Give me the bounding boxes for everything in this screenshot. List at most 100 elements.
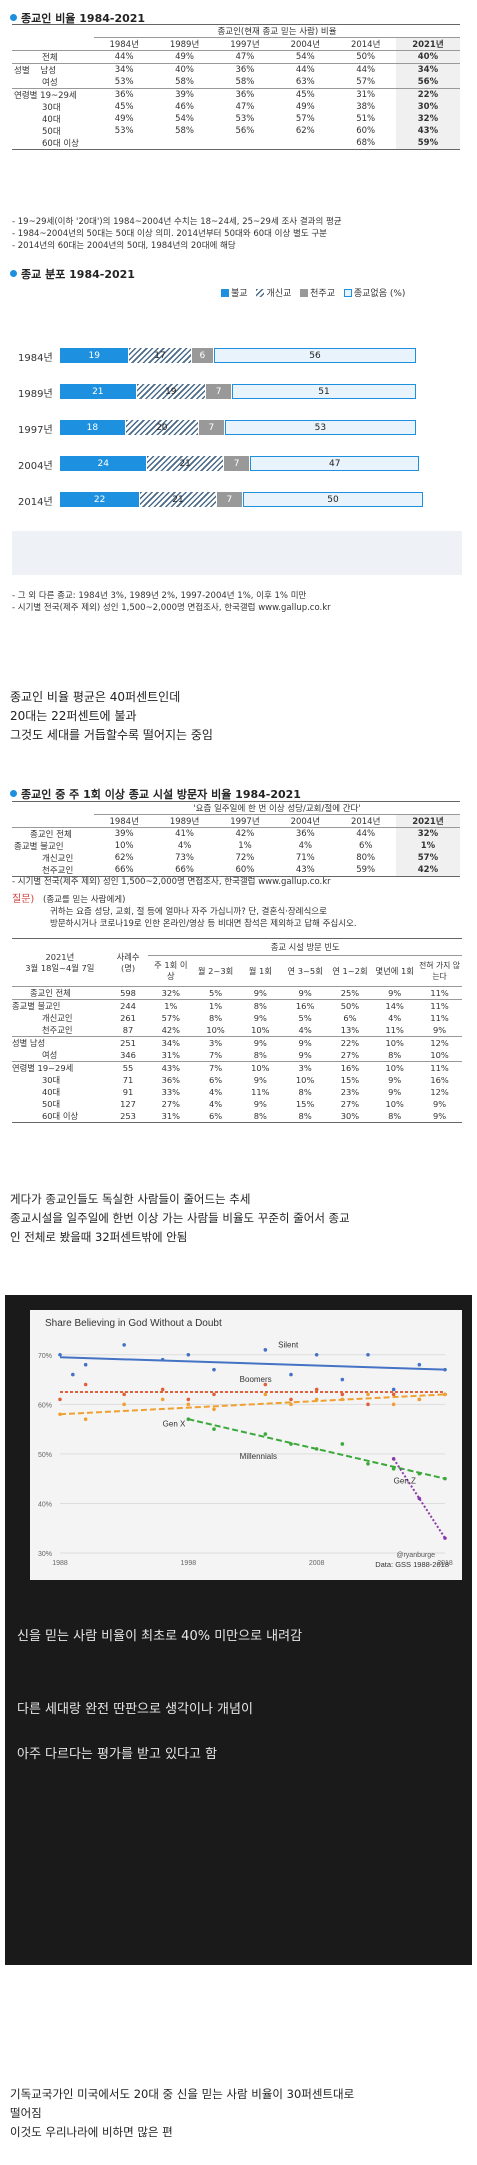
- table-header-row: 1984년 1989년 1997년 2004년 2014년 2021년: [12, 37, 460, 51]
- cell: 9%: [282, 1036, 328, 1049]
- cell: 60%: [235, 865, 255, 875]
- bar-segment-b: 21: [60, 384, 136, 399]
- row-label: 50대: [42, 127, 61, 137]
- row-label: 종교인 전체: [30, 830, 72, 840]
- cell: 8%: [388, 1050, 402, 1060]
- cell: 34%: [94, 63, 155, 76]
- cell: 62%: [114, 853, 134, 863]
- bar-segment-b: 24: [60, 456, 147, 471]
- cell: 53%: [235, 114, 255, 124]
- cell: 46%: [175, 102, 195, 112]
- data-point: [122, 1343, 126, 1347]
- section1-title-text: 종교인 비율 1984-2021: [21, 12, 146, 25]
- cell: 4%: [298, 1025, 312, 1035]
- cell: 63%: [295, 77, 315, 87]
- section1-notes: - 19~29세(이하 '20대')의 1984~2004년 수치는 18~24…: [12, 216, 342, 252]
- data-point: [340, 1442, 345, 1446]
- table-row: 여성 346 31% 7% 8% 9% 27% 8% 10%: [12, 1049, 462, 1062]
- cell: 14%: [372, 999, 418, 1012]
- table-header-cell: 몇년에 1회: [372, 955, 418, 987]
- cell: 16%: [430, 1075, 449, 1085]
- cell: 11%: [385, 1025, 404, 1035]
- data-point: [366, 1402, 370, 1407]
- cell: 43%: [148, 1061, 194, 1074]
- group-label: 연령별: [14, 91, 38, 101]
- cell: 66%: [175, 865, 195, 875]
- bar-year-label: 1984년: [18, 353, 53, 364]
- data-point: [122, 1402, 126, 1407]
- series-label: Millennials: [240, 1452, 277, 1461]
- cell: 27%: [340, 1099, 360, 1109]
- cell: 56%: [395, 76, 460, 89]
- data-point: [289, 1397, 293, 1402]
- cell: 22%: [395, 88, 460, 101]
- table-row: 60대 이상 68% 59%: [12, 137, 460, 150]
- legend-label: 개신교: [266, 289, 292, 299]
- highlight-2021-background: [12, 531, 462, 575]
- cell: 34%: [395, 63, 460, 76]
- table-row: 성별 남성 34% 40% 36% 44% 44% 34%: [12, 63, 460, 76]
- table-row: 종교인 전체 39% 41% 42% 36% 44% 32%: [12, 827, 460, 840]
- cell: 9%: [388, 1075, 402, 1085]
- data-point: [289, 1372, 293, 1377]
- cell: 53%: [114, 77, 134, 87]
- sample-size-cell: 87: [122, 1025, 134, 1035]
- sample-size-cell: 253: [120, 1111, 136, 1121]
- row-label: 30대: [42, 1075, 61, 1085]
- weekly-visit-table: '요즘 일주일에 한 번 이상 성당/교회/절에 간다' 1984년 1989년…: [12, 801, 460, 877]
- cell: 9%: [253, 988, 267, 998]
- cell: 47%: [235, 52, 255, 62]
- cell: 49%: [295, 102, 315, 112]
- table-row: 30대 45% 46% 47% 49% 38% 30%: [12, 101, 460, 113]
- trend-line: [188, 1418, 446, 1480]
- section3-title-text: 종교인 중 주 1회 이상 종교 시설 방문자 비율 1984-2021: [21, 788, 301, 801]
- row-label: 천주교인: [42, 1025, 73, 1035]
- bar-segment-c: 7: [198, 420, 224, 435]
- cell: 9%: [432, 1099, 447, 1109]
- paragraph-line: 게다가 종교인들도 독실한 사람들이 줄어드는 추세: [10, 1192, 251, 1206]
- x-tick-label: 1998: [181, 1560, 197, 1567]
- data-point: [391, 1402, 396, 1407]
- data-point: [417, 1362, 422, 1367]
- sample-size-cell: 91: [122, 1087, 134, 1097]
- bar-segment-p: 20: [125, 420, 198, 435]
- data-point: [58, 1352, 62, 1357]
- table-row: 종교인 전체 598 32% 5% 9% 9% 25% 9% 11%: [12, 987, 462, 1000]
- cell: 56%: [235, 126, 255, 136]
- note-line: - 1984~2004년의 50대는 50대 이상 의미. 2014년부터 50…: [12, 229, 327, 239]
- cell: 57%: [395, 852, 460, 864]
- paragraph-line: 그것도 세대를 거듭할수록 떨어지는 중임: [10, 728, 213, 742]
- cell: 36%: [161, 1075, 181, 1085]
- data-point: [186, 1402, 191, 1407]
- cell: 10%: [430, 1050, 449, 1060]
- cell: 9%: [253, 1013, 267, 1023]
- cell: 6%: [208, 1075, 223, 1085]
- cell: 59%: [395, 137, 460, 150]
- cell: 62%: [295, 126, 315, 136]
- row-label: 60대 이상: [42, 139, 79, 149]
- data-point: [314, 1387, 319, 1392]
- row-label: 19~29세: [40, 91, 77, 101]
- data-point: [212, 1407, 216, 1412]
- cell: 1%: [148, 999, 194, 1012]
- bar-segment-c: 6: [191, 348, 214, 363]
- table-row: 연령별 19~29세 55 43% 7% 10% 3% 16% 10% 11%: [12, 1061, 462, 1074]
- chart-data-source: Data: GSS 1988-2018: [375, 1560, 449, 1569]
- bar-segment-p: 21: [140, 492, 216, 507]
- cell: 4%: [298, 841, 313, 851]
- question-line: 귀하는 요즘 성당, 교회, 절 등에 얼마나 자주 가십니까? 단, 결혼식·…: [50, 907, 327, 917]
- cell: 9%: [298, 1050, 312, 1060]
- survey-question: 질문) (종교를 믿는 사람에게) 귀하는 요즘 성당, 교회, 절 등에 얼마…: [12, 894, 357, 930]
- cell: 32%: [395, 113, 460, 125]
- question-line: (종교를 믿는 사람에게): [43, 895, 126, 905]
- row-label: 천주교인: [42, 866, 74, 876]
- bar-segment-p: 17: [129, 348, 191, 363]
- legend-label: 불교: [231, 289, 248, 299]
- chart-background: [30, 1310, 462, 1580]
- bar-segment-n: 56: [214, 348, 416, 363]
- bar-year-label: 2014년: [18, 497, 53, 508]
- table-header-cell: 1984년: [94, 814, 155, 828]
- table-header-cell: 월 1회: [237, 955, 283, 987]
- cell: 4%: [388, 1013, 402, 1023]
- data-point: [443, 1392, 447, 1397]
